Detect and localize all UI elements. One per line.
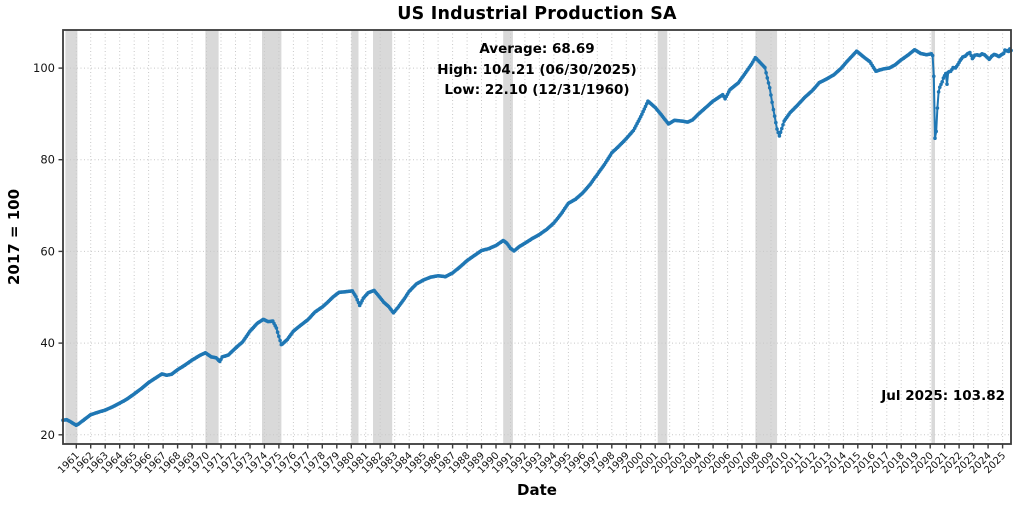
recession-band: [373, 30, 393, 444]
y-tick-labels: 20 40 60 80 100: [33, 61, 55, 442]
latest-value-label: Jul 2025: 103.82: [881, 388, 1005, 404]
y-tick-label: 60: [40, 244, 55, 258]
annotation-average: Average: 68.69: [479, 41, 595, 57]
recession-band: [657, 30, 668, 444]
annotation-high: High: 104.21 (06/30/2025): [437, 61, 637, 78]
axis-ticks: [58, 67, 1004, 449]
recession-band: [931, 30, 935, 444]
y-axis-title: 2017 = 100: [5, 188, 23, 286]
recession-band: [755, 30, 778, 444]
x-axis-title: Date: [517, 481, 557, 499]
y-tick-label: 100: [33, 61, 55, 75]
y-tick-label: 80: [40, 153, 55, 167]
x-tick-labels: 1961196219631964196519661967196819691970…: [56, 450, 1008, 476]
recession-band: [503, 30, 513, 444]
chart-title: US Industrial Production SA: [397, 4, 677, 24]
recession-band: [262, 30, 282, 444]
plot-border: [62, 29, 1012, 445]
recession-bands: [65, 30, 935, 444]
recession-band: [205, 30, 219, 444]
recession-band: [351, 30, 359, 444]
annotation-low: Low: 22.10 (12/31/1960): [444, 82, 630, 98]
stats-annotation: Average: 68.69 High: 104.21 (06/30/2025)…: [63, 39, 1011, 101]
y-tick-label: 40: [40, 336, 55, 350]
y-tick-label: 20: [40, 428, 55, 442]
series-markers: [61, 47, 1013, 428]
recession-band: [65, 30, 78, 444]
grid-layer: [63, 30, 1011, 444]
